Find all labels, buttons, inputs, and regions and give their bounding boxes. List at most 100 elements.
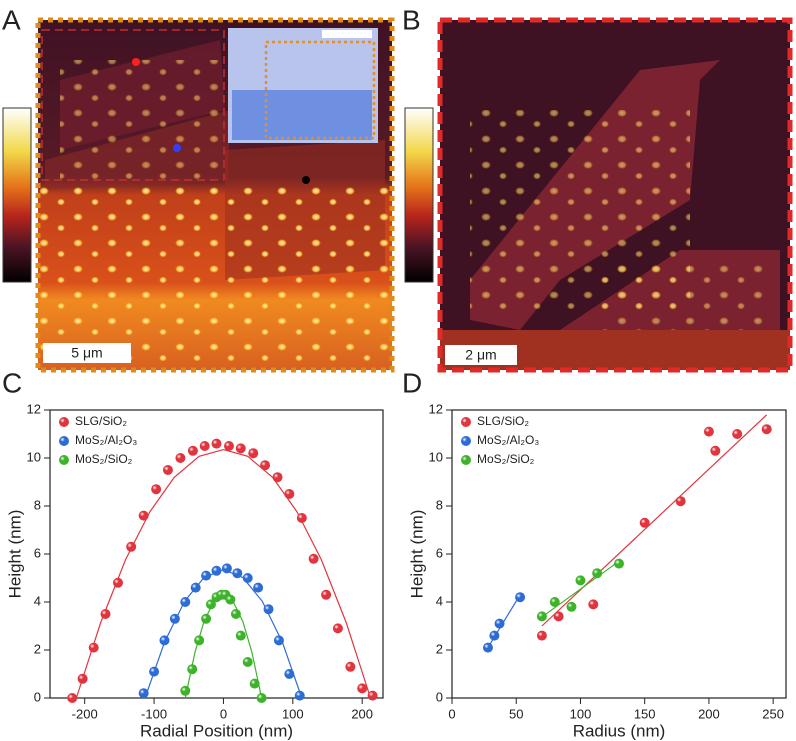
data-point <box>489 630 500 641</box>
x-tick-label: 50 <box>509 706 523 721</box>
y-tick-label: 2 <box>436 641 443 656</box>
data-point <box>235 443 246 454</box>
colorbar <box>404 107 434 283</box>
fit-line <box>75 448 372 699</box>
data-point <box>732 429 743 439</box>
data-point <box>211 565 222 576</box>
y-tick-label: 0 <box>436 689 443 704</box>
legend-label: SLG/SiO₂ <box>75 414 127 428</box>
data-point <box>235 630 246 641</box>
data-point <box>308 553 319 564</box>
y-tick-label: 2 <box>34 641 41 656</box>
data-point <box>575 575 586 586</box>
panel-label: C <box>2 367 22 398</box>
data-point <box>194 635 205 646</box>
legend-label: SLG/SiO₂ <box>477 414 529 428</box>
data-point <box>138 688 149 699</box>
data-point <box>248 448 259 459</box>
data-point <box>536 611 547 622</box>
data-point <box>187 445 198 456</box>
data-point <box>284 489 295 499</box>
data-point <box>77 673 88 684</box>
panel-label: B <box>402 4 421 35</box>
data-point <box>321 589 332 600</box>
legend-marker <box>461 436 471 446</box>
data-point <box>253 582 264 593</box>
data-point <box>482 642 493 653</box>
data-point <box>367 690 378 701</box>
data-point <box>180 685 191 696</box>
x-tick-label: 100 <box>570 706 592 721</box>
legend-label: MoS₂/Al₂O₃ <box>477 433 539 447</box>
legend-label: MoS₂/SiO₂ <box>477 452 535 466</box>
data-point <box>175 453 186 463</box>
data-point <box>294 690 305 701</box>
data-point <box>138 510 149 521</box>
afm-image-a <box>35 17 395 373</box>
data-point <box>296 513 307 523</box>
y-tick-label: 12 <box>27 401 41 416</box>
x-tick-label: 200 <box>698 706 720 721</box>
data-point <box>242 573 253 583</box>
data-point <box>249 678 260 689</box>
data-point <box>272 472 283 483</box>
fit-line <box>541 414 768 627</box>
data-point <box>201 570 212 581</box>
data-point <box>232 568 243 579</box>
data-point <box>263 604 274 615</box>
panel-label: D <box>402 367 422 398</box>
data-point <box>201 613 212 624</box>
data-point <box>199 441 210 451</box>
data-point <box>710 445 721 456</box>
y-tick-label: 0 <box>34 689 41 704</box>
y-tick-label: 4 <box>436 593 443 608</box>
x-tick-label: 0 <box>220 706 227 721</box>
data-point <box>639 517 650 528</box>
data-point <box>169 613 180 624</box>
afm-image-b <box>437 17 793 373</box>
y-tick-label: 4 <box>34 593 41 608</box>
data-point <box>149 666 160 677</box>
fit-line <box>144 568 303 699</box>
legend-marker <box>59 436 69 446</box>
data-point <box>536 630 547 641</box>
fit-line <box>539 560 620 620</box>
data-point <box>675 496 686 507</box>
y-tick-label: 12 <box>429 401 443 416</box>
data-point <box>187 664 198 675</box>
y-axis-label: Height (nm) <box>5 510 24 599</box>
y-axis-label: Height (nm) <box>407 510 426 599</box>
data-point <box>211 438 222 449</box>
data-point <box>614 558 624 569</box>
data-point <box>273 635 284 646</box>
data-point <box>549 597 560 607</box>
data-point <box>357 683 368 694</box>
y-tick-label: 6 <box>34 545 41 560</box>
y-tick-label: 8 <box>436 497 443 512</box>
data-point <box>588 599 599 610</box>
x-axis-label: Radial Position (nm) <box>140 721 293 740</box>
data-point <box>260 460 271 471</box>
x-tick-label: 0 <box>448 706 455 721</box>
data-point <box>553 611 564 622</box>
y-tick-label: 8 <box>34 497 41 512</box>
legend-label: MoS₂/SiO₂ <box>75 452 133 466</box>
y-tick-label: 6 <box>436 545 443 560</box>
legend-marker <box>59 417 69 427</box>
data-point <box>162 465 173 475</box>
x-tick-label: -100 <box>141 706 167 721</box>
data-point <box>761 424 772 435</box>
data-point <box>100 609 111 619</box>
data-point <box>242 657 253 667</box>
data-point <box>592 568 603 579</box>
data-point <box>256 693 267 703</box>
legend-marker <box>461 417 471 427</box>
data-point <box>205 599 216 610</box>
legend-label: MoS₂/Al₂O₃ <box>75 433 137 447</box>
data-point <box>703 426 714 437</box>
x-tick-label: 100 <box>282 706 304 721</box>
data-point <box>284 669 295 679</box>
data-point <box>494 618 505 629</box>
data-point <box>221 563 232 574</box>
